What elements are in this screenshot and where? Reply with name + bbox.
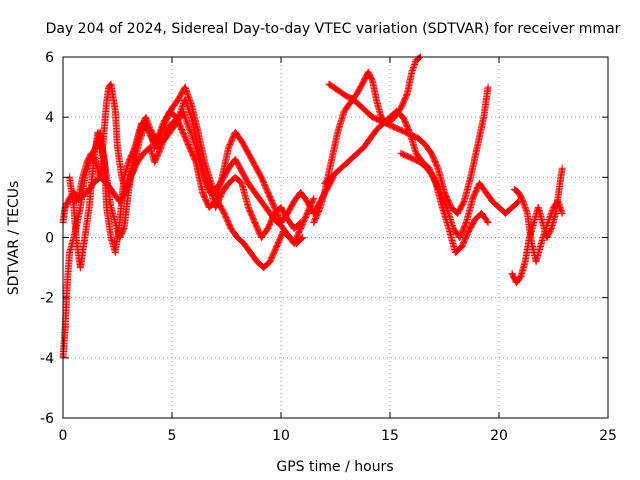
- y-tick-label: -2: [40, 291, 54, 307]
- data-point: [126, 175, 134, 183]
- x-tick-label: 0: [59, 428, 68, 444]
- data-point: [514, 198, 521, 206]
- data-point: [415, 54, 423, 62]
- data-point: [128, 169, 136, 177]
- data-point: [144, 125, 152, 133]
- data-point: [541, 226, 549, 234]
- data-point: [138, 130, 146, 138]
- data-point: [185, 125, 193, 133]
- data-point: [520, 199, 527, 207]
- data-point: [433, 163, 441, 171]
- data-point: [403, 91, 411, 98]
- data-point: [484, 219, 492, 226]
- series-9: [508, 164, 566, 287]
- data-point: [484, 83, 492, 91]
- data-point: [142, 119, 150, 127]
- data-point: [182, 85, 190, 93]
- data-point: [137, 133, 145, 141]
- data-point: [483, 217, 491, 225]
- data-point: [184, 121, 192, 129]
- data-point: [158, 124, 166, 132]
- data-point: [142, 113, 150, 121]
- data-point: [556, 203, 564, 211]
- data-point: [145, 128, 153, 136]
- x-axis-label: GPS time / hours: [276, 459, 393, 475]
- data-point: [181, 112, 188, 120]
- data-point: [184, 103, 192, 111]
- axis-ticks: 0 5 10 15 20 25 -6 -4 -2 0 2 4 6: [40, 50, 617, 444]
- data-point: [187, 110, 194, 118]
- y-tick-label: 6: [45, 50, 54, 66]
- data-point: [156, 128, 164, 136]
- data-points: [59, 53, 566, 362]
- data-point: [184, 91, 192, 99]
- data-point: [190, 139, 198, 147]
- y-axis-label: SDTVAR / TECUs: [6, 181, 22, 296]
- data-point: [546, 212, 554, 220]
- data-point: [122, 185, 130, 193]
- data-point: [408, 67, 416, 74]
- data-point: [409, 64, 417, 71]
- y-tick-label: 0: [45, 231, 54, 247]
- data-point: [442, 202, 450, 210]
- y-tick-label: 2: [45, 170, 54, 186]
- data-point: [187, 128, 194, 136]
- data-point: [316, 205, 324, 213]
- data-point: [127, 172, 135, 180]
- series-6: [325, 80, 492, 217]
- data-point: [542, 223, 550, 231]
- data-point: [548, 206, 556, 214]
- x-tick-label: 20: [490, 428, 508, 444]
- series-4: [70, 107, 318, 247]
- x-tick-label: 15: [381, 428, 399, 444]
- data-point: [183, 88, 191, 96]
- series-8: [397, 149, 523, 241]
- data-point: [558, 209, 566, 217]
- data-point: [411, 61, 418, 68]
- data-point: [191, 142, 199, 150]
- data-point: [143, 122, 151, 130]
- data-point: [299, 234, 307, 241]
- data-point: [557, 206, 565, 214]
- data-point: [189, 134, 197, 142]
- y-tick-label: -6: [40, 411, 54, 427]
- data-point: [123, 182, 131, 190]
- data-point: [522, 205, 530, 213]
- data-point: [183, 100, 191, 108]
- data-point: [179, 109, 187, 117]
- x-tick-label: 5: [168, 428, 177, 444]
- data-point: [547, 209, 555, 217]
- data-point: [185, 107, 193, 115]
- x-tick-label: 10: [272, 428, 290, 444]
- y-tick-label: -4: [40, 351, 54, 367]
- data-point: [310, 194, 318, 202]
- data-point: [159, 121, 167, 129]
- series-3: [66, 107, 337, 272]
- data-point: [119, 226, 127, 234]
- data-point: [545, 216, 553, 223]
- data-point: [521, 202, 529, 210]
- data-point: [125, 178, 133, 186]
- data-point: [182, 115, 190, 123]
- data-point: [309, 196, 317, 204]
- y-tick-label: 4: [45, 110, 54, 126]
- chart-title: Day 204 of 2024, Sidereal Day-to-day VTE…: [46, 21, 621, 37]
- x-tick-label: 25: [599, 428, 617, 444]
- data-point: [183, 118, 191, 126]
- data-point: [136, 136, 144, 144]
- data-point: [554, 199, 562, 207]
- data-point: [405, 127, 413, 135]
- data-point: [188, 131, 196, 139]
- series-10: [510, 185, 566, 266]
- data-point: [544, 219, 552, 226]
- data-point: [558, 164, 566, 172]
- data-point: [154, 134, 162, 142]
- data-point: [155, 131, 163, 139]
- data-point: [182, 97, 190, 105]
